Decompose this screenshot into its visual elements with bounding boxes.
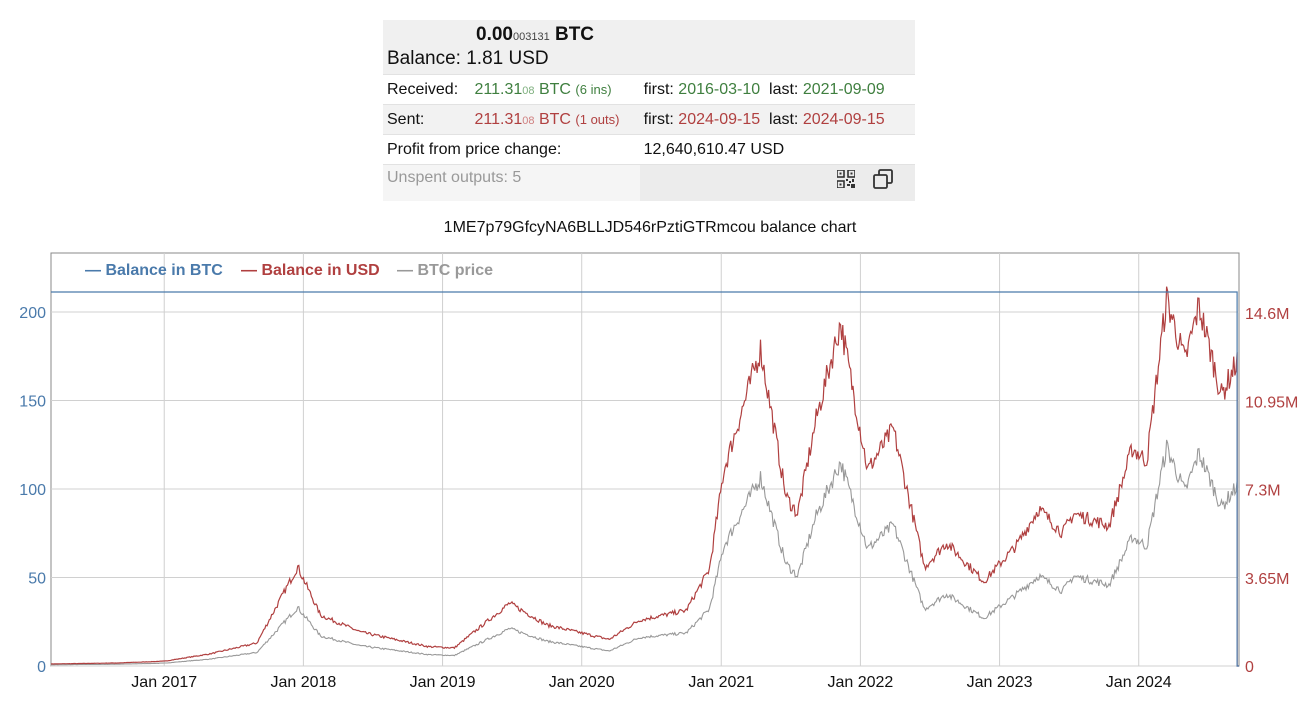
copy-icon[interactable]: [873, 169, 893, 194]
received-dates: first: 2016-03-10 last: 2021-09-09: [639, 74, 915, 105]
sent-last-date: 2024-09-15: [802, 110, 885, 128]
sent-unit: BTC: [538, 110, 571, 128]
legend-item[interactable]: — Balance in BTC: [85, 262, 223, 279]
balance-btc-small: 003131: [512, 31, 550, 43]
y-left-tick-label: 0: [37, 659, 46, 676]
x-tick-label: Jan 2024: [1106, 674, 1172, 691]
y-left-tick-label: 50: [28, 571, 46, 588]
balance-cell: 0.00003131 BTC Balance: 1.81 USD: [383, 20, 915, 75]
series-line-balance-usd: [50, 286, 1239, 667]
sent-label: Sent:: [383, 104, 471, 135]
balance-btc: 0.00003131 BTC: [476, 20, 911, 46]
sent-amount-small: 08: [522, 114, 535, 127]
balance-usd-value: 1.81 USD: [466, 48, 549, 69]
legend-item[interactable]: — Balance in USD: [241, 262, 380, 279]
balance-usd-label: Balance:: [387, 48, 461, 69]
received-amount-main: 211.31: [474, 80, 523, 98]
x-tick-label: Jan 2018: [270, 674, 336, 691]
received-last-label: last:: [769, 80, 799, 98]
sent-row: Sent: 211.3108 BTC (1 outs) first: 2024-…: [383, 104, 915, 135]
received-amount: 211.3108 BTC (6 ins): [470, 74, 640, 105]
series-line-balance-btc: [51, 291, 1239, 667]
profit-label: Profit from price change:: [383, 134, 640, 165]
chart-series: [50, 286, 1239, 667]
balance-chart: 0 50 100 150 200 0 3.65M 7.3M 10.95M 14.6M Jan 201…: [19, 252, 1298, 691]
unspent-cell: Unspent outputs: 5: [383, 164, 640, 201]
legend-item[interactable]: — BTC price: [397, 262, 493, 279]
unspent-row: Unspent outputs: 5: [383, 164, 915, 201]
profit-row: Profit from price change: 12,640,610.47 …: [383, 134, 915, 165]
received-count: (6 ins): [575, 81, 612, 97]
profit-value: 12,640,610.47 USD: [639, 134, 915, 165]
received-last-date: 2021-09-09: [802, 80, 885, 98]
sent-amount: 211.3108 BTC (1 outs): [470, 104, 640, 135]
sent-first-date: 2024-09-15: [678, 110, 761, 128]
sent-count: (1 outs): [575, 111, 620, 127]
x-tick-label: Jan 2022: [827, 674, 893, 691]
unspent-outputs-link[interactable]: Unspent outputs: 5: [387, 169, 522, 186]
sent-first-label: first:: [643, 110, 674, 128]
received-unit: BTC: [538, 80, 571, 98]
address-summary-table: 0.00003131 BTC Balance: 1.81 USD Receive…: [383, 20, 915, 201]
y-right-tick-label: 14.6M: [1245, 306, 1289, 323]
chart-axes: 0 50 100 150 200 0 3.65M 7.3M 10.95M 14.6M Jan 201…: [19, 305, 1298, 691]
chart-title: 1ME7p79GfcyNA6BLLJD546rPztiGTRmcou balan…: [443, 219, 857, 236]
x-tick-label: Jan 2017: [131, 674, 197, 691]
y-right-tick-label: 0: [1245, 659, 1254, 676]
icons-cell: [639, 164, 915, 201]
sent-last-label: last:: [769, 110, 799, 128]
plot-frame: [50, 252, 1240, 667]
sent-amount-main: 211.31: [474, 110, 523, 128]
chart-grid: [50, 252, 1240, 667]
series-line-btc-price: [50, 439, 1238, 666]
x-tick-label: Jan 2019: [410, 674, 476, 691]
y-left-tick-label: 100: [19, 482, 46, 499]
x-tick-label: Jan 2020: [549, 674, 615, 691]
received-first-date: 2016-03-10: [678, 80, 761, 98]
chart-legend: — Balance in BTC — Balance in USD — BTC pr…: [85, 262, 493, 279]
balance-btc-main: 0.00: [476, 24, 513, 45]
y-left-tick-label: 200: [19, 305, 46, 322]
sent-dates: first: 2024-09-15 last: 2024-09-15: [639, 104, 915, 135]
y-right-tick-label: 3.65M: [1245, 571, 1289, 588]
received-amount-small: 08: [522, 84, 535, 97]
x-tick-label: Jan 2023: [967, 674, 1033, 691]
balance-btc-unit: BTC: [554, 24, 595, 45]
received-row: Received: 211.3108 BTC (6 ins) first: 20…: [383, 74, 915, 105]
y-right-tick-label: 10.95M: [1245, 394, 1298, 411]
y-right-tick-label: 7.3M: [1245, 483, 1281, 500]
balance-usd: Balance: 1.81 USD: [387, 48, 911, 70]
x-tick-label: Jan 2021: [688, 674, 754, 691]
received-label: Received:: [383, 74, 471, 105]
qr-code-icon[interactable]: [835, 169, 856, 193]
received-first-label: first:: [643, 80, 674, 98]
y-left-tick-label: 150: [19, 394, 46, 411]
balance-row: 0.00003131 BTC Balance: 1.81 USD: [383, 20, 915, 75]
